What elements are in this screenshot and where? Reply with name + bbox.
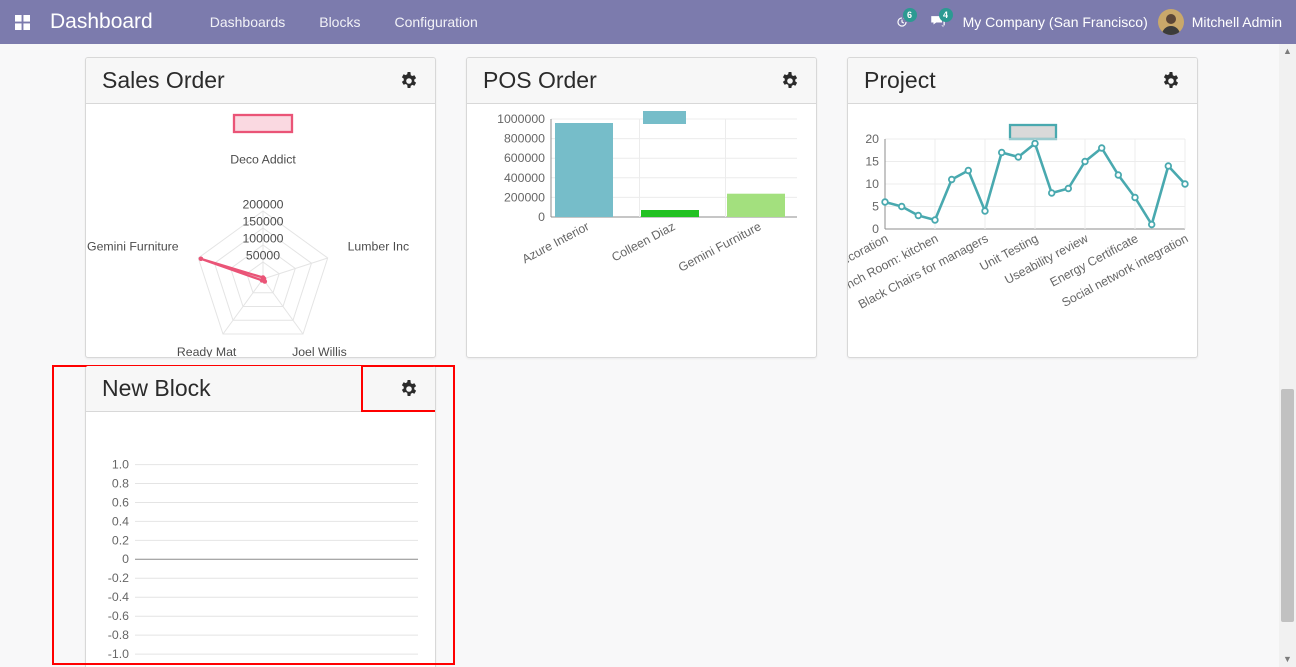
svg-text:1.0: 1.0 — [112, 458, 129, 472]
svg-text:Deco Addict: Deco Addict — [230, 153, 296, 167]
svg-text:Colleen Diaz: Colleen Diaz — [609, 219, 677, 264]
svg-text:600000: 600000 — [504, 151, 545, 165]
svg-text:150000: 150000 — [242, 215, 283, 229]
svg-text:0.2: 0.2 — [112, 533, 129, 547]
svg-text:-1.0: -1.0 — [108, 647, 129, 661]
svg-text:0.6: 0.6 — [112, 495, 129, 509]
svg-text:Lumber Inc: Lumber Inc — [348, 239, 410, 253]
svg-text:0: 0 — [122, 552, 129, 566]
svg-text:20: 20 — [865, 132, 879, 146]
svg-text:-0.8: -0.8 — [108, 628, 129, 642]
svg-text:-0.6: -0.6 — [108, 609, 129, 623]
svg-text:100000: 100000 — [242, 232, 283, 246]
svg-text:0.8: 0.8 — [112, 476, 129, 490]
svg-text:Gemini Furniture: Gemini Furniture — [87, 239, 179, 253]
svg-text:5: 5 — [872, 200, 879, 214]
svg-text:Gemini Furniture: Gemini Furniture — [676, 219, 764, 274]
svg-text:400000: 400000 — [504, 171, 545, 185]
svg-text:Useability review: Useability review — [1002, 231, 1090, 287]
svg-text:10: 10 — [865, 177, 879, 191]
svg-text:1000000: 1000000 — [497, 112, 545, 126]
svg-text:15: 15 — [865, 155, 879, 169]
svg-text:0: 0 — [538, 210, 545, 224]
svg-text:200000: 200000 — [242, 198, 283, 212]
svg-text:-0.4: -0.4 — [108, 590, 129, 604]
svg-text:200000: 200000 — [504, 190, 545, 204]
svg-text:Azure Interior: Azure Interior — [520, 219, 592, 266]
svg-text:50000: 50000 — [246, 249, 280, 263]
svg-text:Ready Mat: Ready Mat — [177, 345, 237, 357]
svg-text:-0.2: -0.2 — [108, 571, 129, 585]
svg-text:Joel Willis: Joel Willis — [292, 345, 347, 357]
svg-text:800000: 800000 — [504, 132, 545, 146]
svg-text:0.4: 0.4 — [112, 514, 129, 528]
